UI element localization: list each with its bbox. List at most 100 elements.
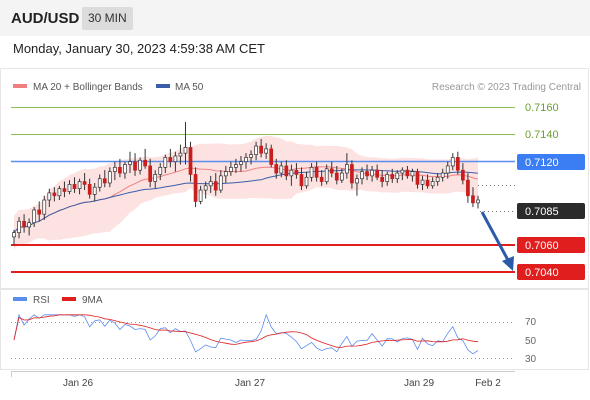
last-price-badge	[517, 203, 585, 219]
candle-up	[440, 172, 445, 178]
candle-up	[435, 176, 440, 182]
price-label-0.7120: 0.7120	[525, 157, 559, 169]
candle-up	[239, 161, 243, 165]
rsi-ma-legend-swatch	[62, 297, 76, 301]
candle-up	[153, 174, 158, 182]
price-panel-frame	[0, 68, 589, 289]
candle-down	[380, 176, 385, 182]
candle-down	[168, 157, 173, 163]
candle-down	[405, 169, 410, 177]
ma20-legend-label: MA 20 + Bollinger Bands	[33, 82, 143, 93]
candle-down	[375, 169, 379, 178]
price-label-0.7060: 0.7060	[525, 240, 559, 252]
candle-up	[400, 169, 405, 174]
candle-up	[203, 185, 208, 191]
candle-up	[17, 220, 21, 233]
candle-down	[455, 157, 460, 171]
interval-button[interactable]: 30 MIN	[82, 7, 133, 30]
candle-down	[22, 220, 26, 228]
ma50-legend-label: MA 50	[175, 82, 204, 93]
rsi-panel-frame	[0, 289, 589, 370]
candle-up	[304, 176, 309, 187]
candle-down	[188, 147, 193, 175]
candle-up	[355, 178, 359, 184]
candle-up	[234, 164, 238, 168]
candle-down	[466, 179, 470, 197]
candle-down	[148, 165, 153, 182]
ma20-legend-swatch	[13, 84, 27, 88]
candle-down	[118, 167, 122, 174]
bollinger-band	[14, 135, 478, 250]
candle-down	[259, 145, 263, 154]
candle-down	[102, 178, 107, 184]
forecast-arrow-head	[502, 256, 514, 271]
candle-up	[178, 152, 183, 157]
candle-down	[299, 174, 304, 187]
candle-up	[410, 171, 415, 177]
candle-up	[385, 174, 390, 182]
candle-down	[334, 172, 339, 181]
candle-down	[319, 176, 324, 182]
candle-up	[229, 167, 233, 172]
rsi-tick-30: 30	[525, 354, 537, 365]
candle-down	[72, 184, 77, 189]
rsi-tick-70: 70	[525, 317, 537, 328]
candle-up	[123, 164, 127, 174]
toolbar: AUD/USD 30 MIN	[0, 0, 590, 36]
candle-up	[158, 167, 163, 175]
candle-down	[365, 171, 369, 177]
rsi-tick-50: 50	[525, 336, 537, 347]
candle-down	[284, 165, 289, 177]
price-label-0.7160: 0.7160	[525, 102, 559, 114]
candle-up	[360, 171, 364, 180]
candle-down	[37, 209, 42, 215]
candle-up	[67, 184, 72, 192]
candle-up	[107, 171, 112, 184]
candle-down	[350, 164, 354, 184]
candle-down	[143, 159, 147, 167]
price-label-0.7040: 0.7040	[525, 267, 559, 279]
candle-up	[183, 147, 188, 154]
candle-down	[52, 192, 57, 197]
candle-up	[370, 169, 374, 177]
candle-up	[113, 167, 117, 172]
candle-up	[47, 192, 52, 201]
candle-up	[12, 232, 16, 238]
candle-up	[218, 175, 223, 191]
support-badge-2	[517, 264, 585, 280]
candle-up	[57, 188, 62, 197]
candle-up	[420, 179, 425, 185]
candle-down	[461, 169, 465, 181]
candle-up	[345, 164, 349, 174]
rsi-ma-line	[13, 314, 479, 348]
symbol-title: AUD/USD	[11, 10, 80, 27]
candle-down	[390, 174, 395, 180]
pivot-badge	[517, 154, 585, 170]
candle-up	[309, 167, 314, 178]
candle-down	[425, 179, 430, 187]
candle-up	[92, 186, 97, 195]
candle-up	[198, 189, 203, 202]
candle-up	[244, 157, 248, 163]
candle-down	[329, 168, 334, 174]
timestamp: Monday, January 30, 2023 4:59:38 AM CET	[13, 41, 265, 56]
candle-up	[128, 161, 132, 165]
candle-up	[324, 168, 329, 182]
candle-up	[138, 159, 142, 171]
candle-down	[62, 188, 67, 192]
rsi-ma-legend-label: 9MA	[82, 295, 103, 306]
candle-up	[42, 199, 47, 215]
candle-up	[77, 181, 82, 189]
rsi-legend-label: RSI	[33, 295, 50, 306]
candle-up	[173, 155, 178, 163]
candle-up	[430, 181, 435, 187]
candle-down	[87, 184, 92, 195]
candle-up	[395, 172, 400, 180]
candle-up	[249, 154, 253, 158]
copyright-text: Research © 2023 Trading Central	[432, 82, 581, 93]
candle-down	[193, 174, 198, 202]
candle-up	[97, 178, 102, 188]
candle-up	[450, 157, 455, 167]
